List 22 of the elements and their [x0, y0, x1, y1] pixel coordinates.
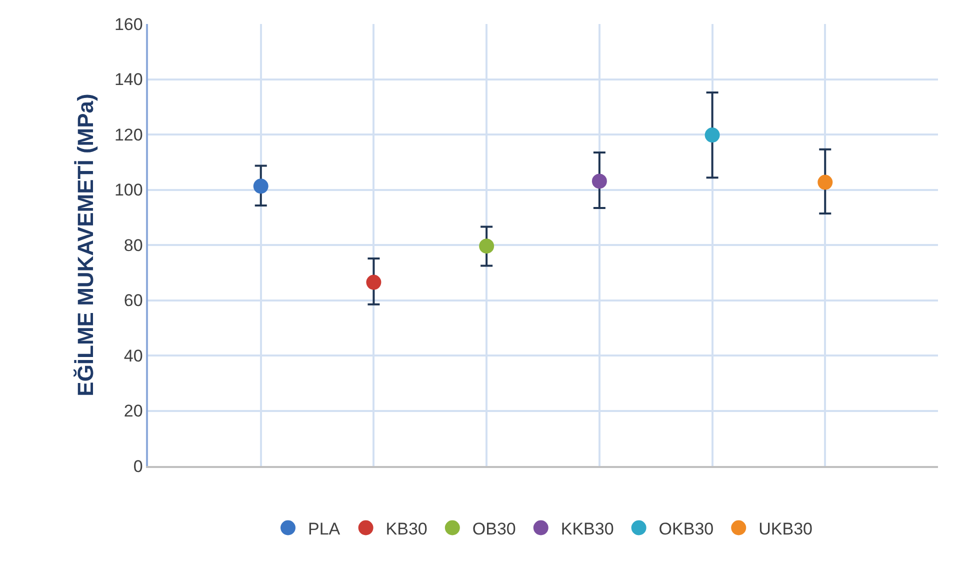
- legend-label: OB30: [472, 519, 516, 538]
- point: [253, 178, 268, 194]
- point: [704, 128, 720, 143]
- y-tick-label: 80: [124, 236, 143, 255]
- point: [818, 174, 833, 190]
- y-tick-label: 100: [114, 180, 143, 200]
- point: [479, 238, 494, 254]
- legend-label: PLA: [308, 519, 341, 538]
- point: [592, 174, 607, 189]
- legend-label: KKB30: [560, 519, 614, 538]
- y-tick-label: 60: [124, 291, 143, 310]
- y-tick-label: 40: [124, 346, 143, 366]
- legend-label: KB30: [386, 519, 428, 538]
- y-tick-label: 160: [114, 14, 143, 34]
- y-tick-label: 140: [114, 70, 143, 90]
- y-axis-title: EĞİLME MUKAVEMETİ (MPa): [72, 94, 98, 396]
- legend-label: OKB30: [658, 519, 714, 538]
- point: [366, 274, 382, 290]
- y-tick-label: 0: [133, 456, 143, 476]
- y-tick-label: 20: [124, 402, 143, 421]
- legend-label: UKB30: [758, 519, 812, 538]
- y-tick-label: 120: [114, 125, 143, 144]
